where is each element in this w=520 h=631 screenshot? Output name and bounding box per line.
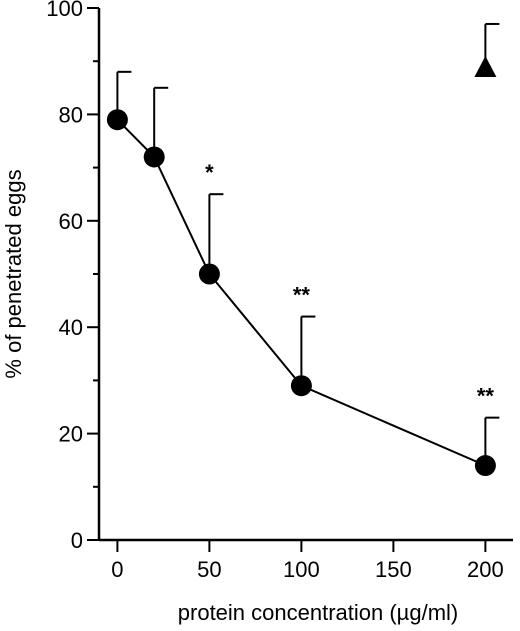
x-axis-label: protein concentration (µg/ml) — [178, 600, 458, 625]
x-tick-label: 200 — [467, 557, 504, 582]
x-tick-label: 100 — [283, 557, 320, 582]
data-point — [290, 375, 312, 397]
significance-label: ** — [477, 384, 495, 409]
data-point — [474, 455, 496, 477]
significance-label: ** — [293, 283, 311, 308]
series-1: ***** — [106, 70, 500, 477]
x-tick-label: 150 — [375, 557, 412, 582]
data-point-triangle — [474, 56, 497, 78]
y-tick-label: 60 — [59, 209, 83, 234]
y-tick-label: 20 — [59, 422, 83, 447]
x-tick-label: 0 — [111, 557, 123, 582]
y-tick-label: 80 — [59, 102, 83, 127]
y-axis-label: % of penetrated eggs — [1, 169, 26, 378]
chart-marks: ***** — [106, 22, 500, 477]
data-point — [143, 146, 165, 168]
axes: 0 20 40 60 80 100 0 50 100 150 200 — [46, 0, 513, 582]
data-point — [198, 263, 220, 285]
significance-label: * — [205, 160, 214, 185]
y-tick-label: 100 — [46, 0, 83, 21]
y-tick-label: 40 — [59, 315, 83, 340]
series-2 — [474, 22, 500, 78]
x-tick-label: 50 — [197, 557, 221, 582]
y-tick-label: 0 — [71, 528, 83, 553]
data-point — [106, 109, 128, 131]
